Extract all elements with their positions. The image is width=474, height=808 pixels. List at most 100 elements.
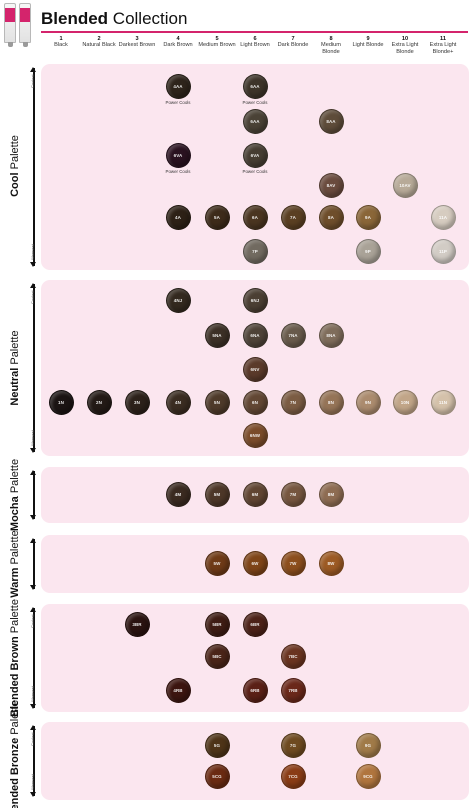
- color-swatch[interactable]: 6N: [242, 389, 268, 415]
- color-swatch[interactable]: 8AA: [318, 108, 344, 134]
- color-swatch[interactable]: 7A: [280, 204, 306, 230]
- column-level-name: Medium Blonde: [321, 42, 341, 55]
- color-swatch[interactable]: 11N: [430, 389, 456, 415]
- color-swatch[interactable]: 9A: [355, 204, 381, 230]
- shade-code: 4A: [175, 214, 181, 220]
- shade-code: 6NJ: [250, 297, 260, 303]
- shade-code: 5A: [214, 214, 220, 220]
- color-swatch[interactable]: 5G: [204, 732, 230, 758]
- palette-name-rest: Palette: [9, 458, 21, 497]
- color-swatch[interactable]: 4AA: [165, 73, 191, 99]
- color-swatch[interactable]: 7NA: [280, 322, 306, 348]
- color-swatch[interactable]: 9G: [355, 732, 381, 758]
- column-header: 1 Black: [42, 36, 80, 49]
- color-swatch[interactable]: 7W: [280, 550, 306, 576]
- color-swatch[interactable]: 5W: [204, 550, 230, 576]
- shade-code: 6VA: [173, 152, 183, 158]
- color-swatch[interactable]: 9N: [355, 389, 381, 415]
- shade-code: 9P: [365, 248, 371, 254]
- color-swatch[interactable]: 6NV: [242, 356, 268, 382]
- color-swatch[interactable]: 9P: [355, 238, 381, 264]
- shade-code: 8AA: [326, 118, 336, 124]
- color-swatch[interactable]: 8M: [318, 481, 344, 507]
- color-swatch[interactable]: 6A: [242, 204, 268, 230]
- shade-code: 6N: [252, 399, 258, 405]
- color-swatch[interactable]: 4RB: [165, 677, 191, 703]
- color-swatch[interactable]: 5A: [204, 204, 230, 230]
- color-swatch[interactable]: 3N: [124, 389, 150, 415]
- hair-color-tube-icon: [4, 3, 16, 47]
- column-header: 5 Medium Brown: [198, 36, 236, 49]
- color-swatch[interactable]: 4NJ: [165, 287, 191, 313]
- color-swatch[interactable]: 8N: [318, 389, 344, 415]
- column-level-name: Medium Brown: [198, 42, 236, 49]
- tone-axis-top-label: Coolest: [30, 732, 35, 746]
- shade-code: 9CG: [363, 773, 373, 779]
- color-swatch[interactable]: 7M: [280, 481, 306, 507]
- color-swatch[interactable]: 3BR: [124, 611, 150, 637]
- color-swatch[interactable]: 5N: [204, 389, 230, 415]
- color-swatch[interactable]: 6NJ: [242, 287, 268, 313]
- color-swatch[interactable]: 11A: [430, 204, 456, 230]
- color-swatch[interactable]: 4A: [165, 204, 191, 230]
- color-swatch[interactable]: 7N: [280, 389, 306, 415]
- color-swatch[interactable]: 6RB: [242, 677, 268, 703]
- column-header: 2 Natural Black: [80, 36, 118, 49]
- color-swatch[interactable]: 9CG: [355, 763, 381, 789]
- shade-code: 8AV: [326, 182, 336, 188]
- shade-code: 11P: [438, 248, 448, 254]
- color-swatch[interactable]: 5NA: [204, 322, 230, 348]
- color-swatch[interactable]: 5M: [204, 481, 230, 507]
- color-swatch[interactable]: 5BR: [204, 611, 230, 637]
- color-swatch[interactable]: 6W: [242, 550, 268, 576]
- swatch-note: Power Cools: [165, 169, 191, 174]
- color-swatch[interactable]: 2N: [86, 389, 112, 415]
- color-swatch[interactable]: 7BC: [280, 643, 306, 669]
- color-swatch[interactable]: 8AV: [318, 172, 344, 198]
- color-swatch[interactable]: 8A: [318, 204, 344, 230]
- title-bold-part: Blended: [41, 9, 109, 28]
- color-swatch[interactable]: 10N: [392, 389, 418, 415]
- palette-name-rest: Palette: [9, 599, 21, 637]
- tone-scale-arrow-icon: [30, 607, 36, 709]
- palette-name-rest: Palette: [9, 135, 21, 173]
- color-swatch[interactable]: 10AV: [392, 172, 418, 198]
- color-swatch[interactable]: 6AA: [242, 108, 268, 134]
- color-swatch[interactable]: 6NA: [242, 322, 268, 348]
- shade-code: 7NA: [288, 332, 298, 338]
- palette-name: Blended Bronze Palette: [9, 700, 21, 808]
- color-swatch[interactable]: 5BC: [204, 643, 230, 669]
- column-level-number: 8: [329, 36, 333, 42]
- tone-scale-arrow-icon: [30, 470, 36, 520]
- color-swatch[interactable]: 7RB: [280, 677, 306, 703]
- shade-code: 9A: [365, 214, 371, 220]
- color-swatch[interactable]: 8W: [318, 550, 344, 576]
- shade-code: 7M: [289, 491, 297, 497]
- shade-code: 6NA: [250, 332, 260, 338]
- color-swatch[interactable]: 6VA: [242, 142, 268, 168]
- color-swatch[interactable]: 6VA: [165, 142, 191, 168]
- color-swatch[interactable]: 11P: [430, 238, 456, 264]
- shade-code: 8A: [328, 214, 334, 220]
- color-swatch[interactable]: 5CG: [204, 763, 230, 789]
- color-swatch[interactable]: 7P: [242, 238, 268, 264]
- color-swatch[interactable]: 7G: [280, 732, 306, 758]
- shade-code: 4M: [174, 491, 182, 497]
- color-swatch[interactable]: 8NA: [318, 322, 344, 348]
- palette-name: Warm Palette: [9, 530, 21, 597]
- color-swatch[interactable]: 4N: [165, 389, 191, 415]
- color-swatch[interactable]: 6NW: [242, 422, 268, 448]
- column-level-number: 7: [291, 36, 295, 42]
- shade-code: 1N: [58, 399, 64, 405]
- palette-name: Cool Palette: [9, 135, 21, 197]
- color-swatch[interactable]: 6AA: [242, 73, 268, 99]
- shade-code: 6NV: [250, 366, 260, 372]
- color-swatch[interactable]: 6BR: [242, 611, 268, 637]
- color-swatch[interactable]: 7CG: [280, 763, 306, 789]
- column-level-number: 4: [176, 36, 180, 42]
- color-swatch[interactable]: 6M: [242, 481, 268, 507]
- color-swatch[interactable]: 1N: [48, 389, 74, 415]
- shade-code: 8W: [327, 560, 335, 566]
- shade-code: 5M: [213, 491, 221, 497]
- color-swatch[interactable]: 4M: [165, 481, 191, 507]
